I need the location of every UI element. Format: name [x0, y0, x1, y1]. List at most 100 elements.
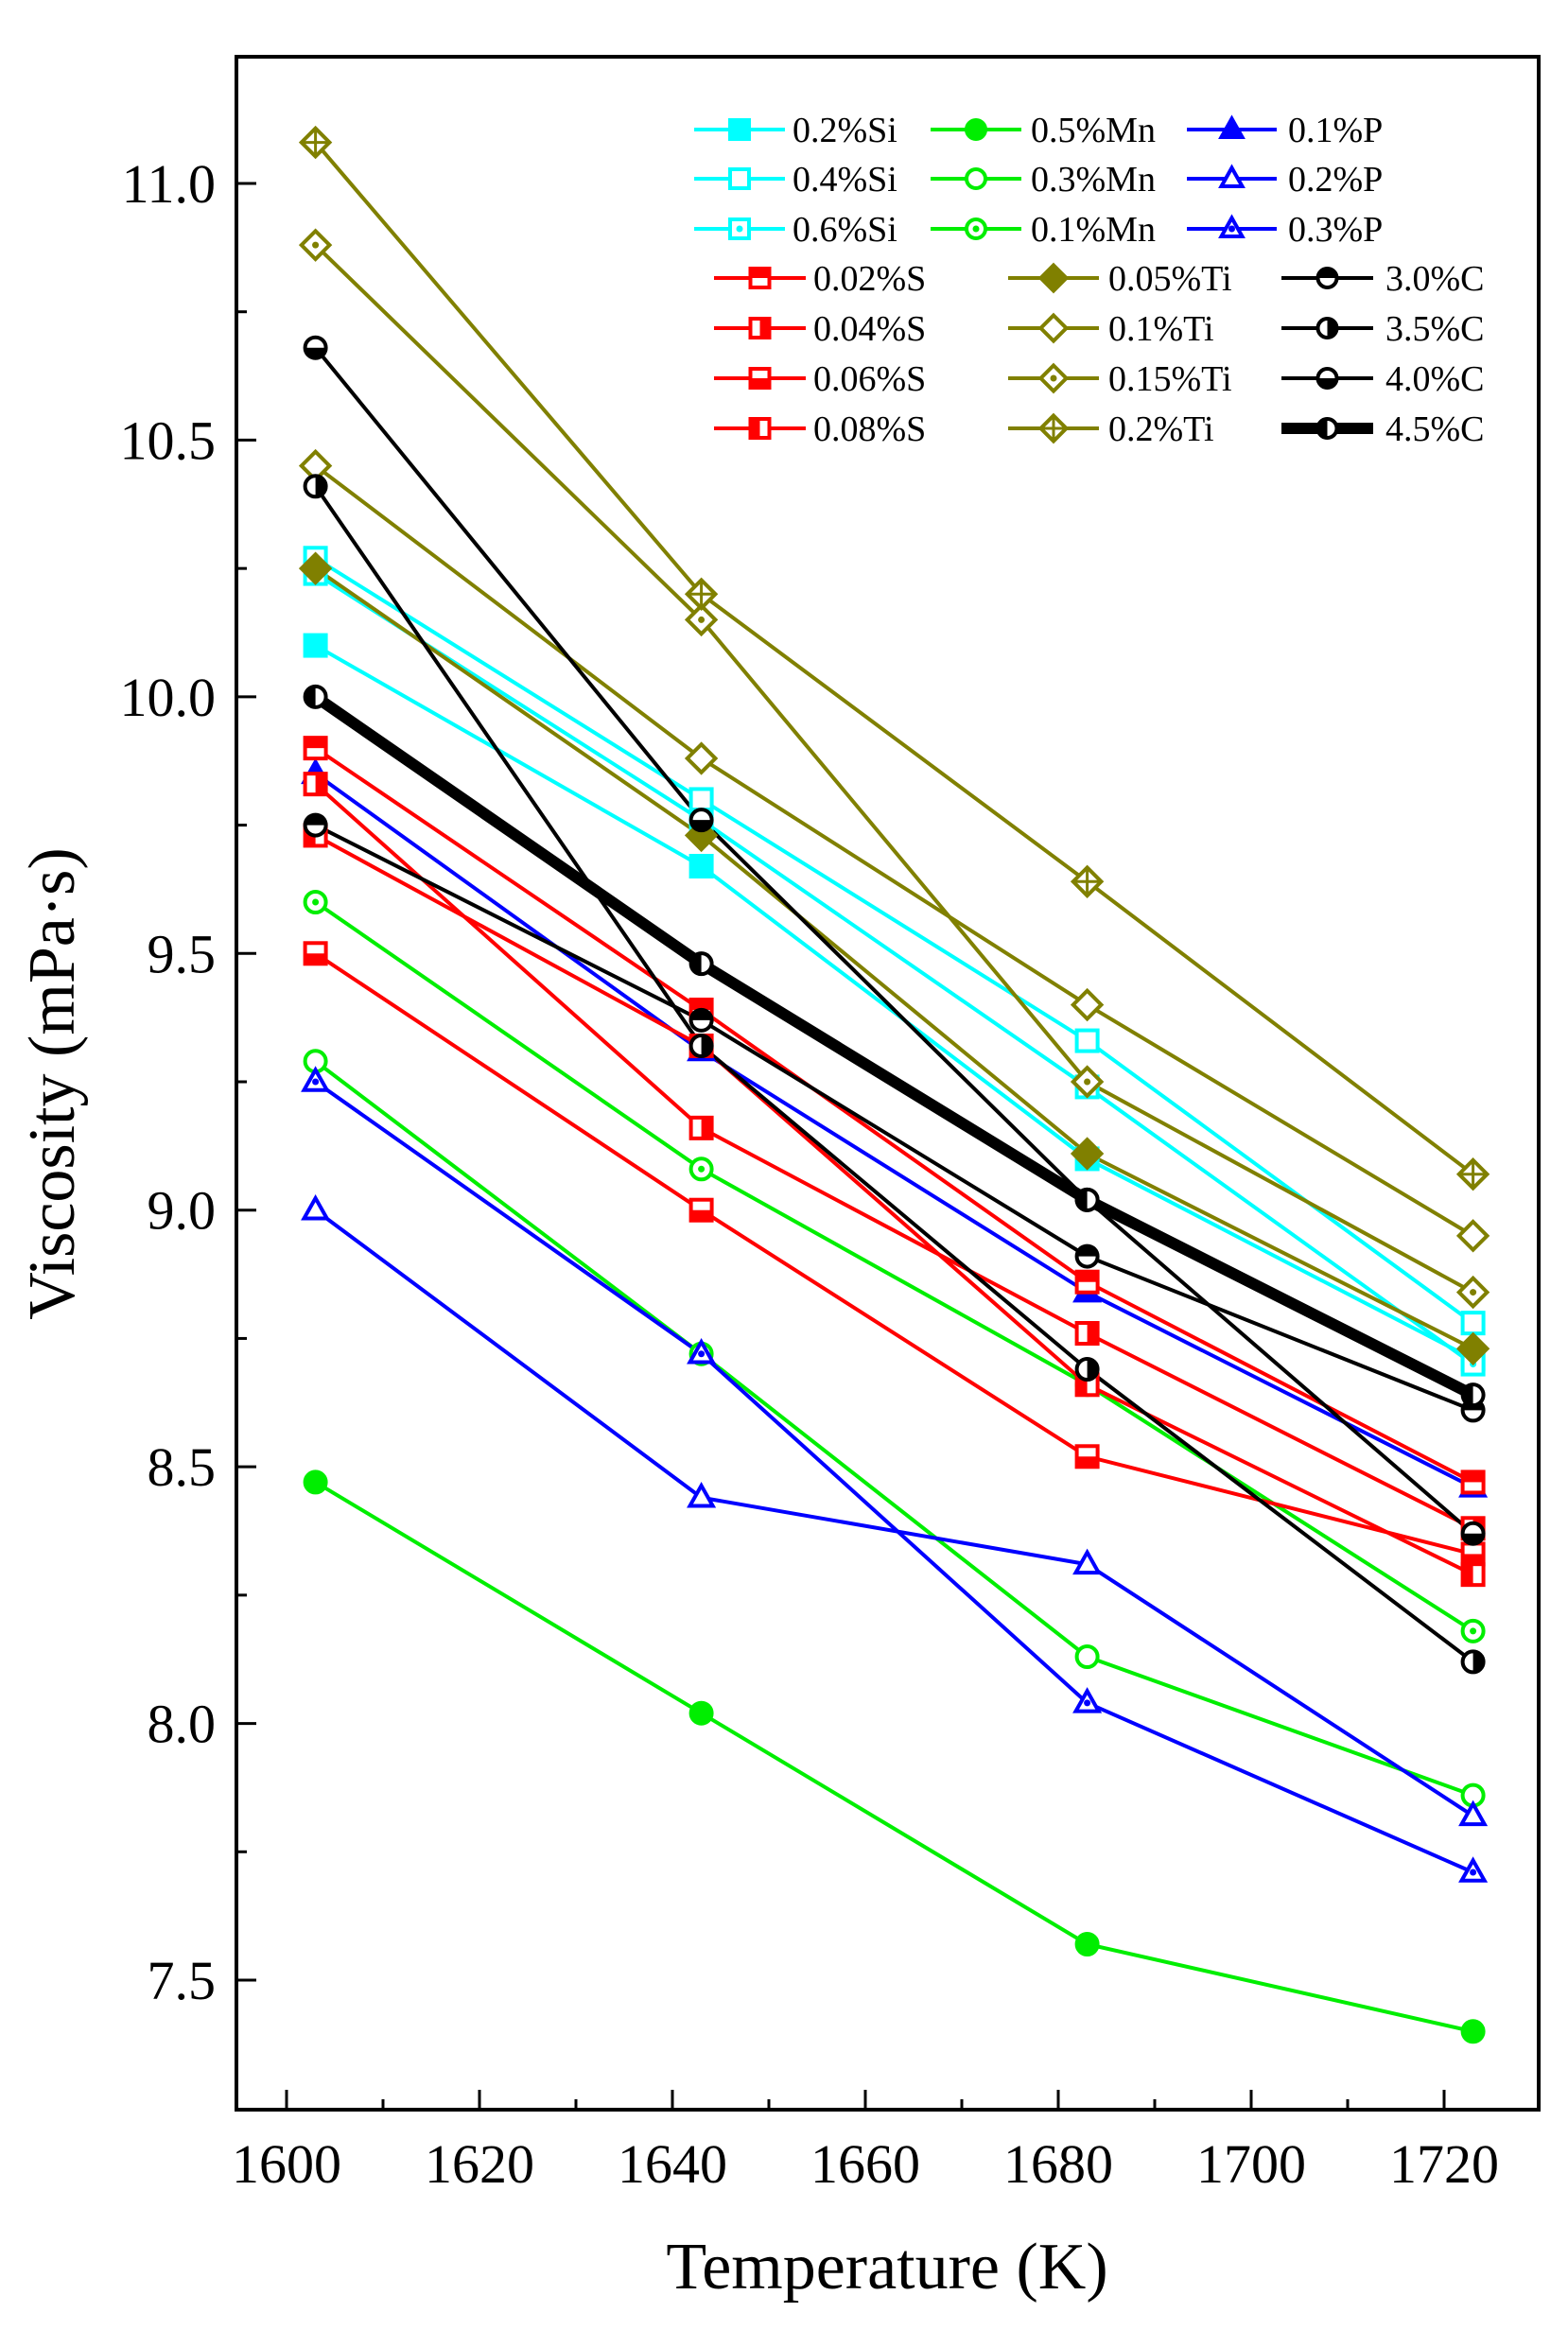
series-markers: [301, 1066, 1489, 1883]
data-point: [1458, 1800, 1489, 1827]
data-point: [684, 577, 719, 611]
series-30C: [314, 823, 1474, 1413]
y-tick-label: 8.0: [148, 1694, 217, 1755]
y-tick-label: 9.0: [148, 1180, 217, 1242]
data-point: [298, 551, 333, 585]
x-tick-label: 1680: [1003, 2133, 1113, 2195]
legend-label: 0.1%Mn: [1031, 210, 1156, 250]
legend-item: 0.2%P: [1187, 160, 1383, 200]
data-point: [1070, 864, 1105, 898]
series-06Si: [314, 571, 1474, 1366]
legend-item: 4.0%C: [1281, 359, 1485, 399]
legend-label: 0.1%P: [1288, 111, 1383, 150]
data-point: [1074, 1932, 1100, 1956]
y-tick-label: 8.5: [148, 1436, 217, 1498]
data-point: [303, 474, 328, 499]
series-35C: [313, 485, 1474, 1664]
data-point: [1072, 1548, 1103, 1575]
series-line: [314, 1080, 1474, 1874]
legend-label: 0.3%P: [1288, 210, 1383, 250]
series-line: [314, 643, 1474, 1361]
data-point: [298, 228, 333, 262]
series-line: [314, 900, 1474, 1633]
y-tick-label: 11.0: [122, 153, 216, 215]
data-point: [684, 818, 719, 853]
data-point: [303, 633, 328, 658]
series-01Ti: [314, 463, 1474, 1238]
data-point: [1455, 1219, 1490, 1253]
legend-marker: [1037, 362, 1070, 394]
data-point: [687, 1337, 717, 1365]
legend-item: 0.5%Mn: [931, 111, 1156, 150]
legend-item: 4.5%C: [1281, 409, 1485, 449]
series-45C: [312, 691, 1476, 1400]
legend-label: 0.2%P: [1288, 160, 1383, 200]
data-point: [303, 941, 328, 966]
y-tick-label: 10.0: [120, 667, 217, 728]
data-point: [1074, 1028, 1100, 1053]
legend-marker: [1218, 164, 1246, 188]
series-line: [314, 1480, 1474, 2034]
legend-label: 0.06%S: [813, 359, 926, 399]
legend-marker: [1037, 412, 1070, 444]
legend-label: 0.08%S: [813, 409, 926, 449]
legend-item: 0.06%S: [714, 359, 926, 399]
data-point: [1074, 1444, 1100, 1469]
data-point: [1074, 1269, 1100, 1295]
series-line: [314, 823, 1474, 1413]
series-markers: [303, 633, 1486, 1372]
data-point: [688, 1197, 714, 1223]
data-point: [1460, 1311, 1486, 1336]
data-point: [1460, 1382, 1486, 1408]
data-point: [1070, 1137, 1105, 1171]
series-markers: [303, 684, 1486, 1408]
x-tick-label: 1600: [232, 2133, 341, 2195]
series-02Si: [314, 643, 1474, 1361]
series-01Mn: [314, 900, 1474, 1633]
series-line: [314, 782, 1474, 1531]
data-point: [688, 854, 714, 878]
data-point: [303, 684, 328, 709]
y-tick-label: 10.5: [120, 409, 217, 471]
legend-label: 4.5%C: [1385, 409, 1485, 449]
legend-label: 0.2%Si: [793, 111, 897, 150]
series-markers: [301, 757, 1489, 1498]
series-line: [313, 485, 1474, 1664]
legend-item: 0.2%Ti: [1008, 409, 1214, 449]
series-05Mn: [314, 1480, 1474, 2034]
series-line: [314, 1059, 1474, 1798]
legend-label: 0.1%Ti: [1108, 309, 1214, 349]
data-point: [688, 1007, 714, 1033]
legend-item: 0.6%Si: [694, 210, 897, 250]
series-markers: [303, 335, 1486, 1546]
series-40C: [314, 346, 1474, 1536]
series-markers: [298, 125, 1490, 1191]
data-point: [1455, 1157, 1490, 1191]
legend-marker: [1315, 317, 1339, 339]
data-point: [684, 602, 719, 637]
data-point: [1460, 1618, 1486, 1643]
legend-marker: [1315, 267, 1339, 289]
series-002S: [314, 746, 1474, 1485]
series-004S: [314, 782, 1474, 1531]
series-04Si: [314, 556, 1474, 1325]
series-line: [314, 463, 1474, 1238]
data-point: [1074, 1187, 1100, 1212]
series-markers: [303, 823, 1486, 1588]
legend-item: 0.1%Ti: [1008, 309, 1214, 349]
series-line: [314, 746, 1474, 1485]
series-line: [314, 566, 1474, 1351]
legend-label: 0.2%Ti: [1108, 409, 1214, 449]
data-point: [688, 1115, 714, 1140]
data-point: [298, 125, 333, 160]
series-line: [314, 243, 1474, 1295]
data-point: [1460, 1469, 1486, 1495]
legend-marker: [965, 167, 987, 190]
series-line: [314, 346, 1474, 1536]
plot-area: [298, 125, 1490, 2044]
series-markers: [303, 474, 1486, 1675]
data-point: [303, 890, 328, 914]
y-tick-label: 9.5: [148, 923, 217, 984]
y-axis-title: Viscosity (mPa·s): [16, 847, 89, 1319]
legend-item: 0.04%S: [714, 309, 926, 349]
